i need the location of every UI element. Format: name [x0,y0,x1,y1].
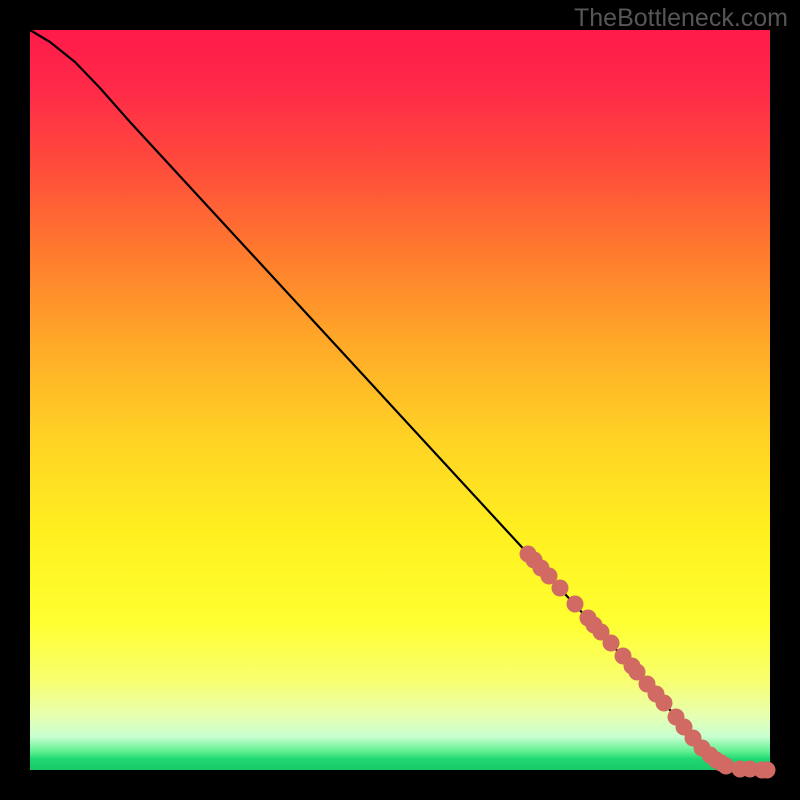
watermark-text: TheBottleneck.com [574,4,788,33]
chart-frame: TheBottleneck.com [0,0,800,800]
data-marker [567,596,584,613]
plot-area [30,30,770,770]
data-marker [759,762,776,779]
data-marker [552,580,569,597]
data-marker [656,695,673,712]
